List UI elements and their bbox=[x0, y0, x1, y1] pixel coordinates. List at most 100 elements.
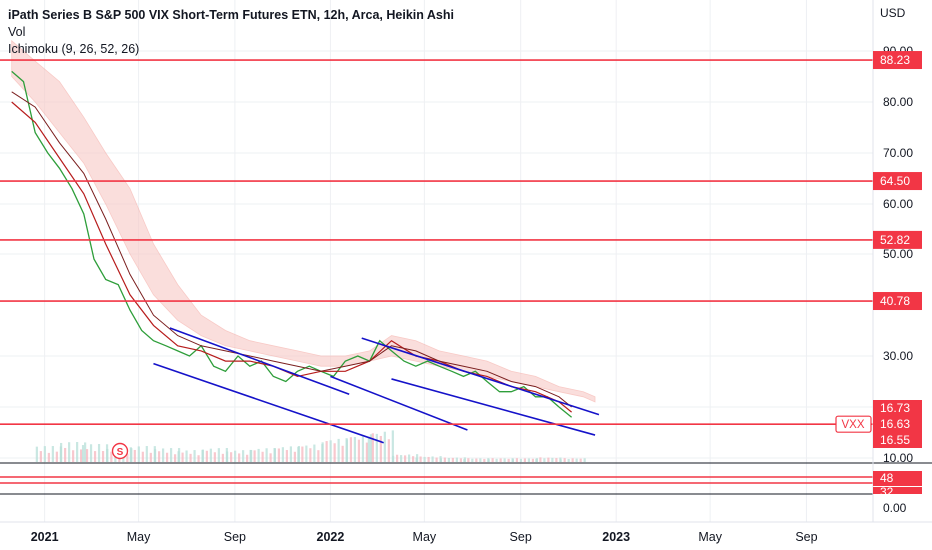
volume-bar bbox=[265, 448, 268, 462]
volume-bar bbox=[281, 447, 284, 462]
volume-bar bbox=[507, 458, 510, 462]
price-badge bbox=[873, 400, 922, 416]
level-badge-label: 52.82 bbox=[880, 233, 910, 247]
volume-bar bbox=[555, 458, 558, 462]
volume-bar bbox=[345, 439, 349, 462]
volume-bar bbox=[249, 449, 252, 462]
volume-bar bbox=[39, 451, 42, 462]
series-line-conversion bbox=[11, 101, 572, 413]
grid bbox=[0, 0, 873, 522]
volume-bar bbox=[357, 439, 361, 462]
trend-line[interactable] bbox=[361, 337, 600, 416]
volume-bar bbox=[531, 458, 534, 462]
ichimoku-indicator-label[interactable]: Ichimoku (9, 26, 52, 26) bbox=[8, 42, 140, 56]
volume-bar bbox=[419, 456, 422, 462]
volume-indicator-label[interactable]: Vol bbox=[8, 25, 26, 39]
volume-bar bbox=[68, 442, 71, 462]
volume-bar bbox=[361, 435, 365, 462]
volume-bar bbox=[383, 431, 386, 462]
price-series bbox=[11, 70, 573, 418]
x-tick-label: Sep bbox=[510, 530, 532, 544]
split-event-icon[interactable] bbox=[111, 442, 129, 460]
volume-bar bbox=[404, 455, 407, 462]
volume-bar bbox=[547, 457, 550, 462]
ticker-label: VXX bbox=[841, 419, 864, 431]
volume-bar bbox=[337, 438, 340, 462]
volume-bar bbox=[535, 458, 538, 462]
level-badge-label: 88.23 bbox=[880, 53, 910, 67]
price-badge-label: 16.73 bbox=[880, 401, 910, 415]
volume-bar bbox=[110, 451, 113, 462]
trend-line[interactable] bbox=[391, 378, 596, 436]
y-tick-label: 50.00 bbox=[883, 247, 913, 261]
event-marker[interactable]: S bbox=[111, 442, 129, 460]
volume-bars bbox=[35, 430, 586, 462]
price-badge-label: 16.63 bbox=[880, 417, 910, 431]
level-badge bbox=[873, 172, 922, 191]
volume-bar bbox=[447, 457, 450, 462]
volume-bar bbox=[563, 458, 566, 462]
volume-bar bbox=[181, 452, 184, 462]
ichimoku-cloud bbox=[11, 39, 596, 403]
volume-bar bbox=[85, 449, 89, 462]
level-badge bbox=[873, 51, 922, 70]
volume-bar bbox=[60, 442, 63, 462]
volume-bar bbox=[43, 446, 46, 462]
trend-line[interactable] bbox=[153, 362, 384, 444]
volume-bar bbox=[238, 453, 241, 462]
volume-bar bbox=[269, 453, 272, 462]
currency-label: USD bbox=[880, 6, 906, 20]
price-badge bbox=[873, 416, 922, 432]
volume-bar bbox=[375, 433, 378, 462]
volume-bar bbox=[483, 458, 486, 462]
volume-bar bbox=[297, 446, 300, 462]
volume-bar bbox=[89, 444, 93, 462]
volume-bar bbox=[177, 451, 180, 462]
volume-bar bbox=[277, 448, 280, 462]
lower-level-badge bbox=[873, 471, 922, 486]
volume-bar bbox=[511, 459, 514, 462]
volume-bar bbox=[230, 452, 233, 462]
volume-bar bbox=[309, 448, 312, 462]
y-tick-label: 80.00 bbox=[883, 95, 913, 109]
volume-bar bbox=[301, 446, 304, 462]
volume-bar bbox=[455, 457, 458, 462]
ticker-tag bbox=[835, 415, 872, 433]
volume-bar bbox=[435, 457, 438, 462]
volume-bar bbox=[80, 449, 83, 462]
volume-bar bbox=[451, 457, 454, 462]
volume-bar bbox=[396, 454, 399, 462]
volume-bar bbox=[341, 445, 344, 462]
volume-bar bbox=[201, 449, 204, 462]
trend-line[interactable] bbox=[169, 327, 350, 396]
volume-bar bbox=[285, 450, 288, 462]
volume-bar bbox=[353, 437, 357, 462]
volume-bar bbox=[479, 458, 482, 462]
volume-bar bbox=[126, 453, 129, 462]
volume-bar bbox=[161, 448, 165, 462]
volume-bar bbox=[185, 450, 188, 462]
volume-bar bbox=[226, 451, 229, 462]
x-tick-label: 2021 bbox=[31, 530, 59, 544]
lower-level-badge-label: 48 bbox=[880, 471, 894, 485]
volume-bar bbox=[246, 454, 249, 462]
volume-bar bbox=[76, 442, 79, 462]
chart-title[interactable]: iPath Series B S&P 500 VIX Short-Term Fu… bbox=[8, 8, 454, 22]
volume-bar bbox=[305, 445, 308, 462]
volume-bar bbox=[391, 430, 394, 462]
volume-bar bbox=[527, 458, 530, 462]
level-badge bbox=[873, 230, 922, 249]
volume-bar bbox=[173, 454, 177, 462]
x-tick-label: 2022 bbox=[317, 530, 345, 544]
volume-bar bbox=[369, 434, 373, 462]
trend-channels[interactable] bbox=[153, 327, 600, 444]
volume-bar bbox=[392, 455, 395, 462]
level-badge bbox=[873, 292, 922, 311]
horizontal-levels[interactable] bbox=[0, 59, 873, 425]
trend-line[interactable] bbox=[330, 375, 468, 431]
x-tick-label: May bbox=[698, 530, 722, 544]
volume-bar bbox=[72, 450, 75, 462]
x-tick-label: Sep bbox=[795, 530, 817, 544]
